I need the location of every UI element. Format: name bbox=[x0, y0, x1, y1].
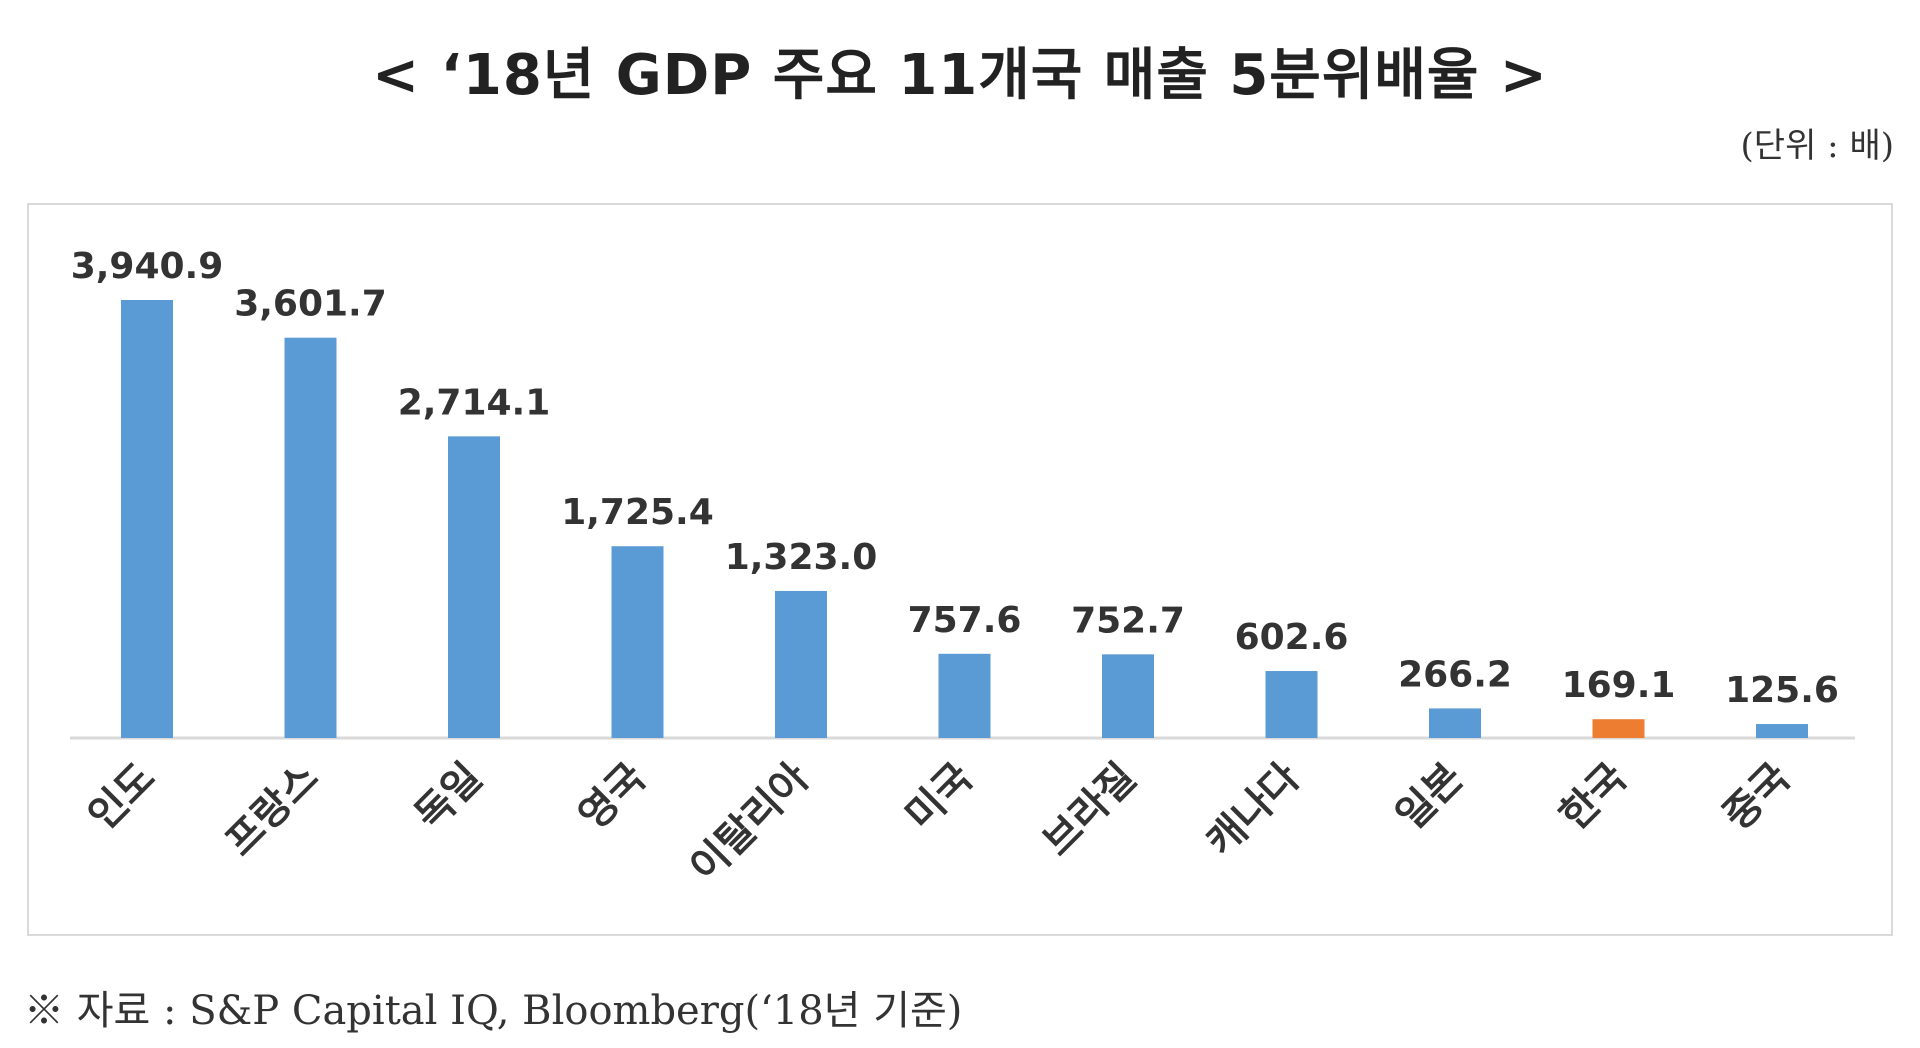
category-label-5: 미국 bbox=[897, 755, 982, 840]
bar-9 bbox=[1592, 719, 1645, 738]
value-label-7: 602.6 bbox=[1235, 617, 1349, 658]
category-label-9: 한국 bbox=[1551, 755, 1636, 840]
chart-area bbox=[27, 203, 1893, 936]
value-label-10: 125.6 bbox=[1725, 670, 1839, 711]
value-label-3: 1,725.4 bbox=[561, 492, 714, 533]
bar-0 bbox=[121, 300, 173, 738]
value-label-5: 757.6 bbox=[908, 600, 1022, 641]
bar-5 bbox=[938, 653, 991, 738]
bar-6 bbox=[1102, 654, 1154, 738]
bar-10 bbox=[1756, 724, 1808, 738]
category-label-10: 중국 bbox=[1714, 755, 1799, 840]
category-label-4: 이탈리아 bbox=[681, 754, 818, 891]
bar-2 bbox=[448, 436, 500, 738]
unit-label: (단위 : 배) bbox=[1740, 126, 1894, 166]
bar-7 bbox=[1265, 671, 1318, 738]
category-label-8: 일본 bbox=[1387, 755, 1472, 840]
category-label-7: 캐나다 bbox=[1198, 754, 1309, 865]
category-label-2: 독일 bbox=[406, 755, 491, 840]
value-label-2: 2,714.1 bbox=[398, 382, 551, 423]
value-label-4: 1,323.0 bbox=[725, 537, 878, 578]
value-label-1: 3,601.7 bbox=[234, 284, 387, 325]
bar-4 bbox=[775, 590, 827, 738]
category-label-0: 인도 bbox=[79, 755, 164, 840]
bar-8 bbox=[1429, 708, 1481, 738]
value-label-6: 752.7 bbox=[1071, 600, 1185, 641]
chart-title: < ‘18년 GDP 주요 11개국 매출 5분위배율 > bbox=[372, 43, 1548, 108]
value-label-0: 3,940.9 bbox=[71, 246, 224, 287]
source-note: ※ 자료 : S&P Capital IQ, Bloomberg(‘18년 기준… bbox=[24, 988, 963, 1034]
category-label-1: 프랑스 bbox=[217, 755, 328, 866]
value-label-8: 266.2 bbox=[1398, 654, 1512, 695]
bar-1 bbox=[284, 337, 337, 738]
value-label-9: 169.1 bbox=[1562, 665, 1676, 706]
category-label-3: 영국 bbox=[570, 755, 655, 840]
category-label-6: 브라질 bbox=[1034, 755, 1145, 866]
bar-3 bbox=[611, 546, 664, 738]
